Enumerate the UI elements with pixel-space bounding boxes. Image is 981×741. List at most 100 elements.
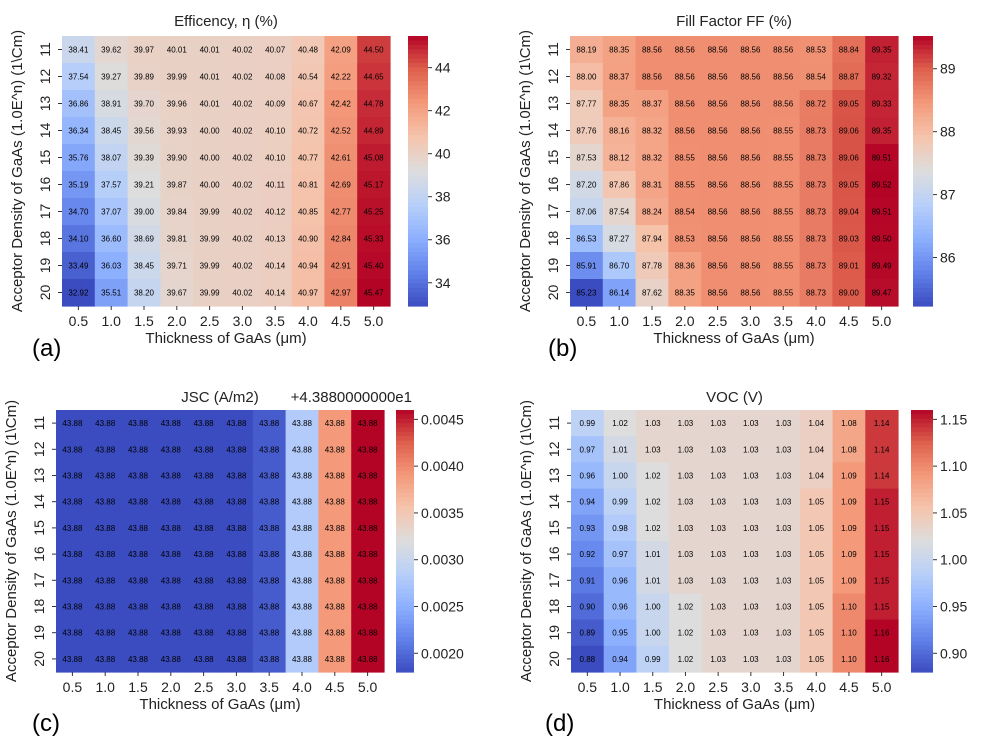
cell-value-label: 88.56 — [740, 46, 761, 55]
cell-value-label: 43.88 — [194, 603, 215, 612]
cell-value-label: 88.55 — [773, 262, 794, 271]
colorbar-segment — [396, 663, 414, 669]
colorbar-segment — [913, 292, 933, 298]
cell-value-label: 1.15 — [874, 524, 890, 533]
heatmap-cell — [193, 144, 227, 172]
cell-value-label: 43.88 — [358, 576, 379, 585]
heatmap-cell — [160, 36, 194, 64]
cell-value-label: 43.88 — [325, 550, 346, 559]
cell-value-label: 88.56 — [708, 46, 729, 55]
cell-value-label: 88.56 — [675, 46, 696, 55]
cell-value-label: 38.45 — [101, 127, 122, 136]
heatmap-cell — [187, 410, 221, 437]
cell-value-label: 43.88 — [358, 603, 379, 612]
colorbar-segment — [408, 49, 428, 55]
cell-value-label: 1.03 — [743, 603, 759, 612]
heatmap-cell — [668, 171, 702, 199]
heatmap-cell — [121, 514, 155, 542]
cell-value-label: 0.99 — [580, 419, 596, 428]
cell-value-label: 1.02 — [645, 498, 661, 507]
x-axis-label: Thickness of GaAs (μm) — [145, 330, 306, 347]
cell-value-label: 40.14 — [265, 262, 286, 271]
heatmap-cell — [154, 436, 188, 463]
heatmap-cell — [865, 117, 899, 145]
heatmap-cell — [127, 90, 161, 118]
colorbar-segment — [913, 130, 933, 136]
colorbar-segment — [913, 103, 933, 109]
heatmap-cell — [226, 225, 260, 253]
cell-value-label: 43.88 — [194, 445, 215, 454]
heatmap-cell — [88, 410, 123, 437]
cell-value-label: 1.16 — [874, 629, 890, 638]
y-tick-label: 14 — [37, 123, 53, 139]
heatmap-cell — [62, 90, 96, 118]
colorbar-segment — [396, 623, 414, 629]
x-tick-label: 3.0 — [741, 679, 761, 695]
cell-value-label: 38.41 — [68, 46, 89, 55]
heatmap-cell — [767, 488, 801, 516]
heatmap-cell — [865, 567, 899, 594]
cell-value-label: 0.99 — [645, 655, 661, 664]
heatmap-cell — [734, 619, 768, 647]
cell-value-label: 1.01 — [645, 550, 661, 559]
colorbar-segment — [408, 130, 428, 136]
cell-value-label: 87.78 — [642, 262, 663, 271]
cell-value-label: 1.03 — [678, 419, 694, 428]
y-tick-label: 15 — [31, 520, 47, 536]
cell-value-label: 44.50 — [364, 46, 385, 55]
cell-value-label: 88.55 — [773, 127, 794, 136]
colorbar-segment — [396, 567, 414, 573]
heatmap-cell — [832, 171, 866, 199]
heatmap-cell — [187, 645, 221, 673]
chart-title: Fill Factor FF (%) — [676, 13, 792, 30]
colorbar-segment — [911, 663, 933, 669]
heatmap-cell — [701, 567, 736, 594]
heatmap-cell — [602, 279, 637, 307]
cell-value-label: 1.01 — [645, 576, 661, 585]
cell-value-label: 1.15 — [874, 550, 890, 559]
heatmap-cell — [226, 117, 260, 145]
heatmap-cell — [799, 541, 834, 568]
cell-value-label: 1.00 — [645, 629, 661, 638]
colorbar-segment — [913, 40, 933, 46]
heatmap-cell — [865, 541, 899, 568]
heatmap-cell — [187, 514, 221, 542]
colorbar-segment — [396, 506, 414, 512]
cell-value-label: 88.73 — [806, 127, 827, 136]
cell-value-label: 89.06 — [839, 154, 860, 163]
cell-value-label: 40.01 — [200, 100, 221, 109]
colorbar-segment — [408, 279, 428, 285]
colorbar-segment — [396, 541, 414, 546]
cell-value-label: 87.77 — [576, 100, 597, 109]
heatmap-cell — [636, 541, 670, 568]
cell-value-label: 89.04 — [839, 208, 860, 217]
heatmap-cell — [226, 90, 260, 118]
heatmap-cell — [94, 252, 129, 280]
colorbar-segment — [408, 76, 428, 82]
colorbar-segment — [911, 558, 933, 564]
cell-value-label: 1.09 — [841, 550, 857, 559]
cell-value-label: 32.92 — [68, 289, 89, 298]
heatmap-cell — [318, 541, 352, 568]
colorbar-segment — [913, 202, 933, 208]
colorbar-segment — [913, 121, 933, 127]
cell-value-label: 40.02 — [232, 73, 253, 82]
panel-3: 43.88 43.88 43.88 43.88 43.88 43.88 43.88 43.88… — [3, 389, 464, 737]
heatmap-cell — [832, 63, 866, 91]
colorbar-segment — [408, 72, 428, 78]
colorbar-segment — [913, 220, 933, 226]
cell-value-label: 43.88 — [161, 655, 182, 664]
colorbar-segment — [408, 144, 428, 150]
x-tick-label: 1.5 — [642, 313, 662, 329]
heatmap-cell — [669, 619, 703, 647]
cell-value-label: 43.88 — [62, 629, 83, 638]
cell-value-label: 1.08 — [841, 419, 857, 428]
colorbar-segment — [911, 497, 933, 503]
colorbar-segment — [408, 139, 428, 145]
heatmap-cell — [767, 462, 801, 490]
cell-value-label: 88.56 — [642, 73, 663, 82]
heatmap-cell — [226, 171, 260, 199]
colorbar-segment — [913, 166, 933, 172]
x-tick-label: 5.0 — [358, 679, 378, 695]
cell-value-label: 1.03 — [678, 445, 694, 454]
